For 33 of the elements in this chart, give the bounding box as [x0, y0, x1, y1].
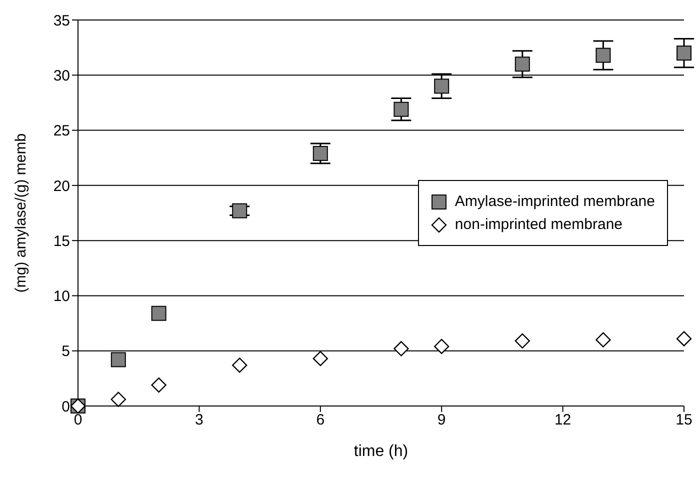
y-tick-label: 25: [53, 122, 70, 140]
point: [232, 203, 248, 218]
legend-label: Amylase-imprinted membrane: [454, 193, 655, 210]
point: [434, 338, 450, 354]
x-tick-label: 15: [676, 412, 692, 429]
point: [394, 341, 409, 356]
point: [312, 350, 328, 366]
point: [312, 146, 328, 161]
x-tick-label: 12: [554, 412, 572, 429]
point: [151, 306, 166, 321]
legend-label: non-imprinted membrane: [454, 216, 622, 233]
x-tick-label: 6: [316, 412, 325, 429]
point: [596, 332, 611, 348]
y-tick-label: 30: [53, 67, 70, 84]
y-tick-label: 5: [62, 343, 70, 360]
point: [514, 56, 530, 72]
x-tick-label: 9: [437, 412, 446, 429]
point: [434, 78, 450, 94]
x-tick-label: 3: [195, 412, 204, 429]
point: [514, 333, 530, 349]
y-tick-label: 15: [53, 232, 70, 250]
point: [394, 102, 409, 117]
point: [110, 352, 126, 368]
y-tick-label: 10: [53, 288, 70, 306]
y-axis-title: (mg) amylase/(g) memb: [12, 133, 30, 293]
y-tick-label: 0: [62, 398, 70, 416]
x-tick-label: 0: [74, 412, 82, 429]
y-tick-label: 35: [53, 12, 70, 30]
point: [676, 46, 692, 61]
x-axis-title: time (h): [354, 443, 408, 460]
point: [676, 331, 692, 346]
y-tick-label: 20: [53, 178, 70, 195]
point: [596, 48, 611, 63]
